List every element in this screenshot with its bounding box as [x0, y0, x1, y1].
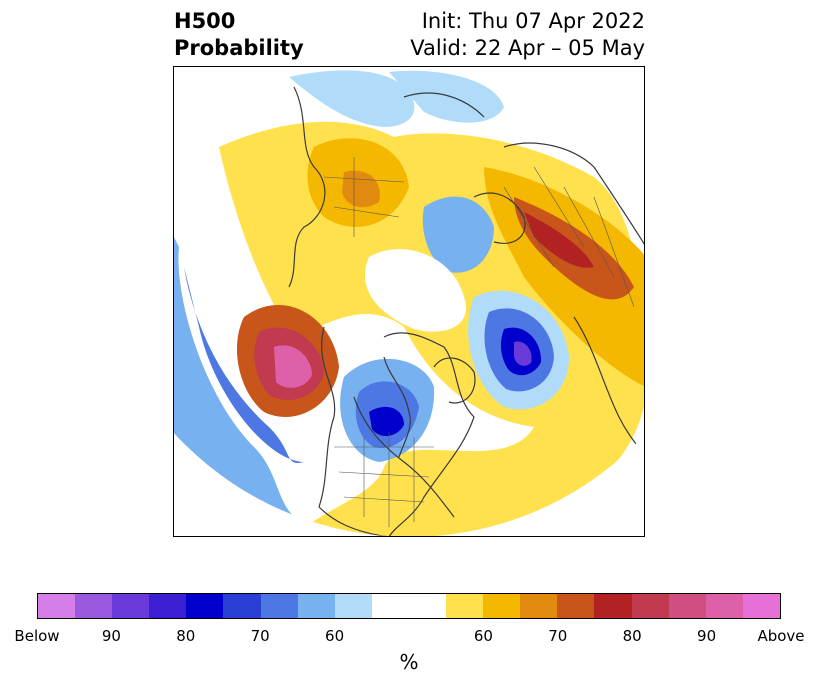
colorbar-segment: [631, 594, 669, 618]
warm-core-north: [307, 138, 409, 227]
colorbar-tick-label: 90: [101, 627, 121, 645]
colorbar-segment: [223, 594, 261, 618]
colorbar-segment: [112, 594, 150, 618]
colorbar-segment: [334, 594, 372, 618]
colorbar-segment: [38, 594, 76, 618]
init-date: Init: Thu 07 Apr 2022: [421, 9, 645, 33]
colorbar: [37, 593, 781, 619]
colorbar-label: %: [399, 650, 419, 674]
title-right: Init: Thu 07 Apr 2022 Valid: 22 Apr – 05…: [410, 8, 645, 62]
map-canvas: [174, 70, 644, 536]
colorbar-tick-label: Above: [757, 627, 805, 645]
blue-anomaly-north: [289, 70, 504, 273]
blue-anomaly-atlantic: [468, 290, 569, 410]
blue-anomaly-west: [174, 237, 314, 536]
colorbar-segment: [75, 594, 113, 618]
colorbar-segment: [557, 594, 595, 618]
colorbar-tick-label: 60: [325, 627, 345, 645]
colorbar-segment: [371, 594, 409, 618]
colorbar-tick-label: 90: [697, 627, 717, 645]
probability-map: [173, 66, 645, 537]
colorbar-tick-label: 70: [250, 627, 270, 645]
blue-anomaly-canada: [340, 358, 435, 462]
title-field: H500: [174, 9, 236, 33]
anomaly-contour: [514, 341, 532, 366]
colorbar-segment: [260, 594, 298, 618]
neutral-zone-polar: [365, 249, 466, 332]
coastlines: [288, 86, 644, 536]
colorbar-segment: [742, 594, 780, 618]
colorbar-segment: [520, 594, 558, 618]
anomaly-contour: [274, 345, 312, 388]
anomaly-contour: [289, 70, 415, 127]
colorbar-segment: [149, 594, 187, 618]
colorbar-segment: [668, 594, 706, 618]
colorbar-segment: [186, 594, 224, 618]
colorbar-segment: [705, 594, 743, 618]
colorbar-segment: [483, 594, 521, 618]
colorbar-segment: [408, 594, 447, 618]
anomaly-contour: [422, 196, 494, 273]
borders: [323, 157, 635, 527]
colorbar-segment: [297, 594, 335, 618]
colorbar-segment: [594, 594, 632, 618]
anomaly-contour: [524, 212, 594, 268]
title-left: H500 Probability: [174, 8, 304, 62]
warm-core-west: [236, 305, 339, 417]
colorbar-tick-label: 80: [622, 627, 642, 645]
anomaly-contour: [369, 406, 404, 437]
colorbar-tick-label: Below: [14, 627, 60, 645]
valid-range: Valid: 22 Apr – 05 May: [410, 36, 645, 60]
title-type: Probability: [174, 36, 304, 60]
colorbar-segment: [446, 594, 484, 618]
colorbar-tick-label: 70: [548, 627, 568, 645]
anomaly-contour: [174, 237, 314, 536]
colorbar-tick-label: 80: [176, 627, 196, 645]
colorbar-tick-label: 60: [473, 627, 493, 645]
